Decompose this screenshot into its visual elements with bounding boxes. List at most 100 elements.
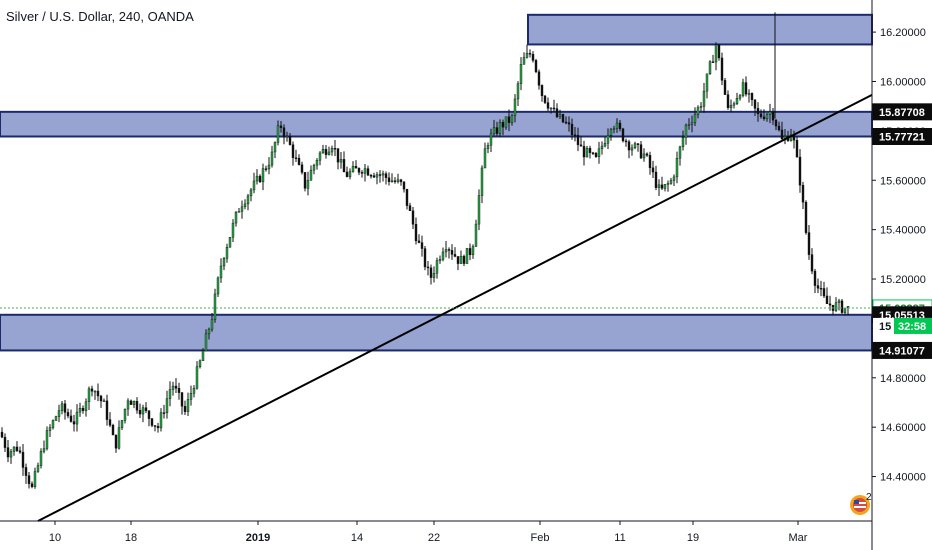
- candle-body: [84, 401, 88, 411]
- candle-body: [219, 265, 223, 279]
- candle-body: [204, 333, 208, 352]
- candle-body: [648, 155, 652, 168]
- candle-body: [573, 134, 577, 136]
- candle-body: [537, 71, 541, 86]
- candle-body: [843, 307, 847, 313]
- candle-body: [201, 350, 205, 361]
- candle-body: [723, 80, 727, 95]
- candle-body: [162, 412, 166, 414]
- candle-body: [15, 446, 19, 451]
- candle-body: [33, 471, 37, 487]
- candle-body: [189, 393, 193, 400]
- price-tags: 15.8770815.7772115.0828715.0551314.91077…: [872, 103, 932, 359]
- y-tick-label: 15.20000: [880, 274, 926, 286]
- candle-body: [570, 123, 574, 135]
- candle-body: [837, 300, 841, 303]
- candle-body: [429, 267, 433, 278]
- zone-0: [527, 13, 873, 46]
- candle-body: [363, 168, 367, 174]
- candle-body: [288, 136, 292, 145]
- candle-body: [183, 406, 187, 412]
- candle-body: [69, 415, 73, 422]
- candle-body: [231, 222, 235, 238]
- candle-body: [198, 360, 202, 367]
- candle-body: [627, 141, 631, 151]
- candle-body: [708, 61, 712, 75]
- candle-body: [342, 159, 346, 173]
- candle-body: [651, 167, 655, 173]
- x-tick-label: Feb: [531, 532, 550, 544]
- candle-body: [123, 408, 127, 421]
- lines-layer: [0, 93, 873, 522]
- candle-body: [303, 172, 307, 189]
- x-tick-label: 2019: [246, 532, 270, 544]
- candle-body: [528, 53, 532, 55]
- candle-body: [378, 174, 382, 176]
- candle-body: [297, 157, 301, 165]
- candle-body: [339, 159, 343, 163]
- candle-body: [60, 403, 64, 411]
- candle-body: [333, 148, 337, 150]
- candle-body: [237, 211, 241, 213]
- candle-body: [579, 144, 583, 147]
- candle-body: [774, 119, 778, 127]
- candle-body: [264, 168, 268, 170]
- candle-body: [318, 152, 322, 161]
- candle-body: [369, 174, 373, 177]
- candle-body: [144, 407, 148, 412]
- candle-body: [759, 113, 763, 118]
- candle-body: [357, 168, 361, 173]
- candle-body: [276, 125, 280, 143]
- x-tick-label: 10: [49, 532, 61, 544]
- candle-body: [465, 248, 469, 264]
- candle-body: [597, 148, 601, 157]
- candle-body: [348, 171, 352, 177]
- candle-body: [261, 168, 265, 183]
- candle-body: [633, 143, 637, 149]
- candle-body: [384, 173, 388, 178]
- y-tick-label: 16.20000: [880, 27, 926, 39]
- candle-body: [156, 425, 160, 429]
- candle-body: [735, 98, 739, 105]
- candle-body: [684, 124, 688, 138]
- candle-body: [768, 111, 772, 115]
- y-tick-label: 14.80000: [880, 373, 926, 385]
- notification-count: 2: [866, 492, 872, 503]
- candle-body: [294, 157, 298, 159]
- us-flag-notification-icon[interactable]: 2: [848, 492, 872, 516]
- candle-body: [549, 107, 553, 110]
- candle-body: [132, 401, 136, 405]
- candle-body: [171, 385, 175, 390]
- candle-body: [747, 93, 751, 95]
- candle-body: [3, 436, 7, 448]
- price-tag-label: 14.91077: [879, 345, 925, 357]
- candle-body: [453, 254, 457, 257]
- price-tag-box: [872, 127, 932, 145]
- time-axis[interactable]: 10 18 2019 14 22 Feb 11 19 Mar: [49, 521, 808, 544]
- candle-body: [771, 111, 775, 121]
- candle-body: [459, 255, 463, 264]
- candle-body: [531, 54, 535, 61]
- candle-body: [21, 451, 25, 468]
- candle-body: [741, 82, 745, 96]
- candle-body: [432, 273, 436, 278]
- y-tick-label: 14.60000: [880, 422, 926, 434]
- candle-body: [138, 410, 142, 415]
- candle-body: [273, 142, 277, 153]
- candle-body: [510, 115, 514, 123]
- x-tick-label: 19: [687, 532, 699, 544]
- candle-body: [420, 242, 424, 249]
- candle-body: [468, 248, 472, 256]
- candle-body: [78, 408, 82, 413]
- candle-body: [489, 133, 493, 146]
- candle-body: [51, 420, 55, 428]
- chart-title: Silver / U.S. Dollar, 240, OANDA: [6, 9, 194, 24]
- candle-body: [45, 430, 49, 449]
- candle-body: [738, 95, 742, 99]
- candle-body: [399, 179, 403, 183]
- candle-body: [543, 95, 547, 103]
- candle-body: [495, 127, 499, 134]
- candle-body: [447, 249, 451, 251]
- candle-body: [279, 125, 283, 128]
